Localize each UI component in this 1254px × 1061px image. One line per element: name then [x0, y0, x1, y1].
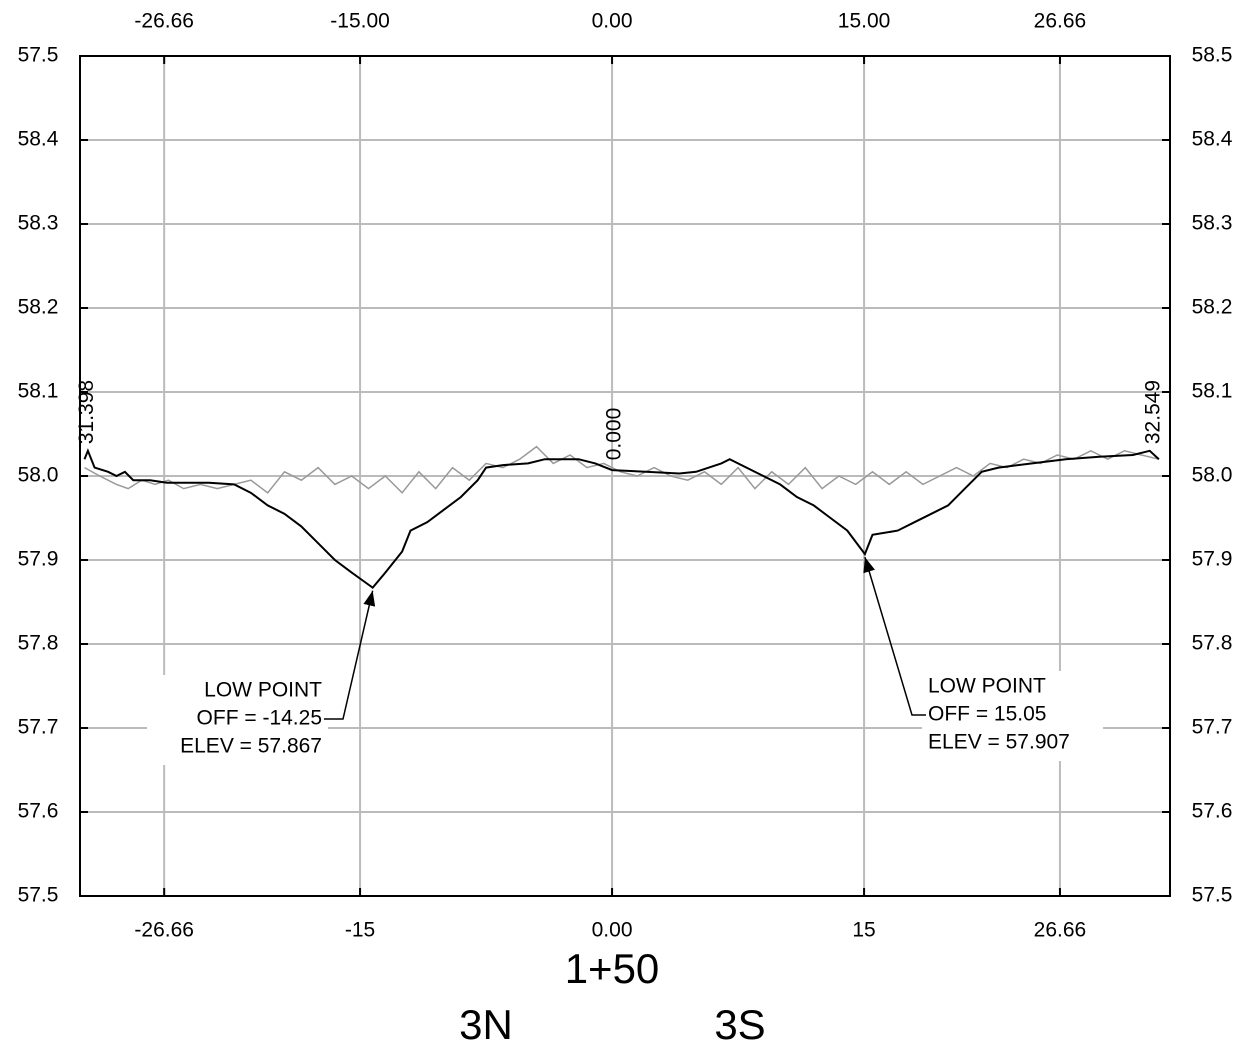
annotation-text: OFF = 15.05: [928, 703, 1046, 726]
y2-tick-label: 57.8: [1192, 632, 1233, 655]
annotation-arrow: [324, 590, 376, 720]
y-tick-label: 57.9: [18, 548, 59, 571]
y2-tick-label: 58.1: [1192, 380, 1233, 403]
chart-title: 1+50: [565, 945, 660, 992]
y-tick-label: 57.7: [18, 716, 59, 739]
y2-tick-label: 57.7: [1192, 716, 1233, 739]
annotation-text: LOW POINT: [204, 679, 322, 702]
x-tick-label: -26.66: [134, 919, 194, 942]
y-tick-label: 57.5: [18, 884, 59, 907]
y-tick-label: 58.0: [18, 464, 59, 487]
x-tick-label: 0.00: [592, 919, 633, 942]
profile-line: [84, 445, 1160, 494]
y-tick-label: 58.4: [18, 128, 59, 151]
x2-tick-label: 15.00: [838, 10, 891, 33]
annotation-text: ELEV = 57.907: [928, 731, 1070, 754]
x-tick-label: 15: [852, 919, 875, 942]
x2-tick-label: 0.00: [592, 10, 633, 33]
y2-tick-label: 58.3: [1192, 212, 1233, 235]
y2-tick-label: 58.5: [1192, 44, 1233, 67]
annotation-arrow: [863, 556, 926, 716]
x2-tick-label: -26.66: [134, 10, 194, 33]
y2-tick-label: 58.4: [1192, 128, 1233, 151]
subtitle: 3S: [714, 1001, 765, 1048]
vertical-label: 31.398: [75, 380, 98, 444]
y-tick-label: 58.1: [18, 380, 59, 403]
y2-tick-label: 57.6: [1192, 800, 1233, 823]
x-tick-label: 26.66: [1034, 919, 1087, 942]
plot-frame: [79, 55, 1171, 897]
vertical-label: 0.000: [603, 408, 626, 461]
y-tick-label: 58.3: [18, 212, 59, 235]
annotation-background: [147, 675, 328, 765]
annotation-background: [922, 671, 1103, 761]
annotation-text: ELEV = 57.867: [180, 735, 322, 758]
y-tick-label: 57.8: [18, 632, 59, 655]
annotation-text: LOW POINT: [928, 675, 1046, 698]
profile-line: [83, 448, 1160, 590]
y2-tick-label: 57.5: [1192, 884, 1233, 907]
y2-tick-label: 57.9: [1192, 548, 1233, 571]
x2-tick-label: 26.66: [1034, 10, 1087, 33]
y-tick-label: 58.2: [18, 296, 59, 319]
subtitle: 3N: [459, 1001, 513, 1048]
x-tick-label: -15: [345, 919, 375, 942]
vertical-label: 32.549: [1141, 380, 1164, 444]
y-tick-label: 57.5: [18, 44, 59, 67]
y2-tick-label: 58.0: [1192, 464, 1233, 487]
x2-tick-label: -15.00: [330, 10, 390, 33]
annotation-text: OFF = -14.25: [197, 707, 322, 730]
y2-tick-label: 58.2: [1192, 296, 1233, 319]
y-tick-label: 57.6: [18, 800, 59, 823]
